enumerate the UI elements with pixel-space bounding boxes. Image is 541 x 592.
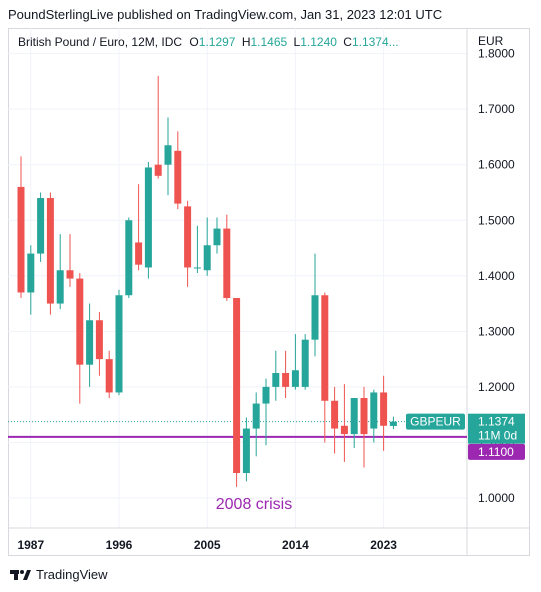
candle-body[interactable] (311, 295, 319, 340)
candle-body[interactable] (291, 370, 299, 387)
bar-countdown-label: 11M 0d (478, 429, 517, 443)
y-tick-label: 1.8000 (478, 47, 515, 61)
last-price-axis-label (468, 413, 525, 444)
candle-body[interactable] (213, 228, 221, 246)
candle-body[interactable] (86, 320, 94, 365)
candle-body[interactable] (350, 398, 358, 435)
candle-body[interactable] (193, 267, 201, 269)
open-value: 1.1297 (198, 35, 236, 49)
x-tick-label: 2005 (194, 538, 221, 552)
candle-body[interactable] (95, 320, 103, 360)
candle-body[interactable] (17, 186, 25, 293)
candle-body[interactable] (282, 373, 290, 387)
tradingview-logo-icon (10, 569, 31, 580)
candle-body[interactable] (203, 245, 211, 271)
candle-body[interactable] (389, 421, 397, 426)
open-key: O (189, 35, 199, 49)
y-tick-label: 1.5000 (478, 213, 515, 227)
close-value: 1.1374... (351, 35, 399, 49)
candle-body[interactable] (27, 253, 35, 293)
candle-body[interactable] (380, 392, 388, 426)
symbol-legend: British Pound / Euro, 12M, IDC O1.1297 H… (18, 35, 399, 49)
candle-body[interactable] (301, 339, 309, 387)
candle-body[interactable] (46, 198, 54, 304)
candle-body[interactable] (223, 228, 231, 299)
currency-label[interactable]: EUR (478, 34, 504, 48)
candle-body[interactable] (76, 278, 84, 365)
symbol-price-badge-label: GBPEUR (410, 415, 461, 429)
x-tick-label: 2014 (282, 538, 309, 552)
publisher-header: PoundSterlingLive published on TradingVi… (8, 7, 443, 22)
symbol-name[interactable]: British Pound / Euro, 12M, IDC (18, 35, 183, 49)
symbol-price-badge (406, 413, 465, 430)
low-value: 1.1240 (300, 35, 337, 49)
candle-body[interactable] (242, 428, 250, 474)
high-value: 1.1465 (250, 35, 288, 49)
high-key: H (241, 35, 251, 49)
candle-body[interactable] (272, 373, 280, 387)
y-tick-label: 1.3000 (478, 324, 515, 338)
candle-body[interactable] (321, 295, 329, 401)
candle-body[interactable] (174, 150, 182, 204)
close-key: C (343, 35, 352, 49)
chart-frame (8, 28, 530, 556)
x-tick-label: 1987 (17, 538, 44, 552)
tradingview-brand-name: TradingView (36, 567, 108, 582)
candle-body[interactable] (135, 242, 143, 265)
candle-body[interactable] (56, 270, 64, 304)
y-tick-label: 1.0000 (478, 491, 515, 505)
candle-body[interactable] (252, 403, 260, 429)
low-key: L (293, 35, 301, 49)
candle-body[interactable] (115, 295, 123, 393)
candle-body[interactable] (66, 270, 74, 279)
candle-body[interactable] (125, 220, 133, 296)
candle-body[interactable] (370, 392, 378, 429)
candle-body[interactable] (37, 198, 45, 254)
candle-body[interactable] (360, 398, 368, 435)
candle-body[interactable] (233, 298, 241, 474)
last-price-value: 1.1374 (478, 415, 515, 429)
y-tick-label: 1.6000 (478, 158, 515, 172)
candle-body[interactable] (144, 167, 152, 268)
y-tick-label: 1.2000 (478, 380, 515, 394)
candle-body[interactable] (164, 145, 172, 165)
candle-body[interactable] (331, 400, 339, 429)
y-tick-label: 1.7000 (478, 102, 515, 116)
y-tick-label: 1.4000 (478, 269, 515, 283)
candle-body[interactable] (262, 386, 270, 404)
crisis-annotation: 2008 crisis (216, 496, 292, 513)
candle-body[interactable] (184, 206, 192, 268)
x-tick-label: 1996 (106, 538, 133, 552)
level-value: 1.1100 (478, 445, 514, 459)
level-axis-label (468, 443, 525, 460)
candle-body[interactable] (340, 425, 348, 435)
x-tick-label: 2023 (370, 538, 397, 552)
candle-body[interactable] (105, 359, 113, 393)
candle-body[interactable] (154, 164, 162, 176)
tradingview-brand[interactable]: TradingView (10, 567, 108, 582)
